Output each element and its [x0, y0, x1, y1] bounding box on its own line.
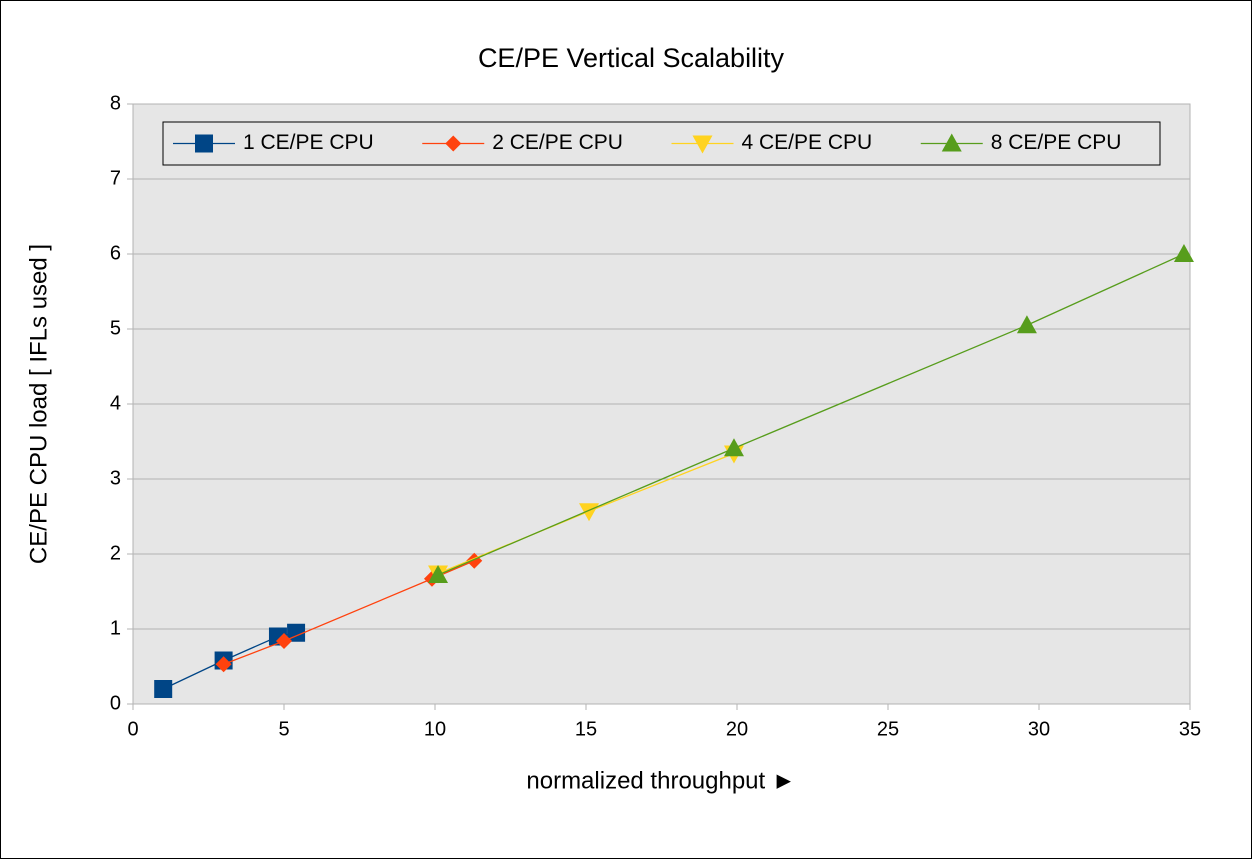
- marker: [428, 565, 449, 583]
- marker: [276, 633, 292, 649]
- series-line: [162, 632, 297, 690]
- legend-box: [162, 121, 1161, 166]
- y-tick-label: 0: [110, 692, 121, 714]
- x-tick-label: 25: [877, 718, 899, 740]
- y-tick-label: 8: [110, 92, 121, 114]
- marker: [215, 656, 232, 673]
- marker: [154, 680, 173, 698]
- marker: [1016, 315, 1037, 334]
- marker: [195, 134, 213, 153]
- x-axis-title: normalized throughput ►: [526, 767, 795, 794]
- x-tick-label: 20: [726, 718, 748, 740]
- legend-label: 4 CE/PE CPU: [742, 131, 873, 154]
- plot-border: [132, 103, 1191, 705]
- marker: [692, 135, 713, 154]
- legend-label: 1 CE/PE CPU: [243, 131, 374, 154]
- x-tick-label: 15: [575, 718, 597, 740]
- x-tick-label: 35: [1179, 718, 1201, 740]
- y-tick-label: 1: [110, 617, 121, 639]
- legend-label: 8 CE/PE CPU: [991, 131, 1122, 154]
- series-line: [437, 253, 1185, 576]
- series-line: [223, 560, 475, 665]
- y-tick-label: 7: [110, 167, 121, 189]
- y-axis-title: CE/PE CPU load [ IFLs used ]: [25, 244, 52, 564]
- marker: [445, 135, 462, 152]
- y-tick-label: 3: [110, 467, 121, 489]
- x-tick-label: 30: [1028, 718, 1050, 740]
- legend-label: 2 CE/PE CPU: [492, 131, 623, 154]
- chart-title: CE/PE Vertical Scalability: [478, 43, 785, 73]
- y-tick-label: 6: [110, 242, 121, 264]
- marker: [1173, 244, 1194, 262]
- x-tick-label: 0: [127, 718, 138, 740]
- marker: [723, 438, 744, 457]
- marker: [941, 133, 962, 152]
- y-tick-label: 4: [110, 392, 121, 414]
- y-tick-label: 5: [110, 317, 121, 339]
- y-tick-label: 2: [110, 542, 121, 564]
- x-tick-label: 10: [424, 718, 446, 740]
- x-tick-label: 5: [278, 718, 289, 740]
